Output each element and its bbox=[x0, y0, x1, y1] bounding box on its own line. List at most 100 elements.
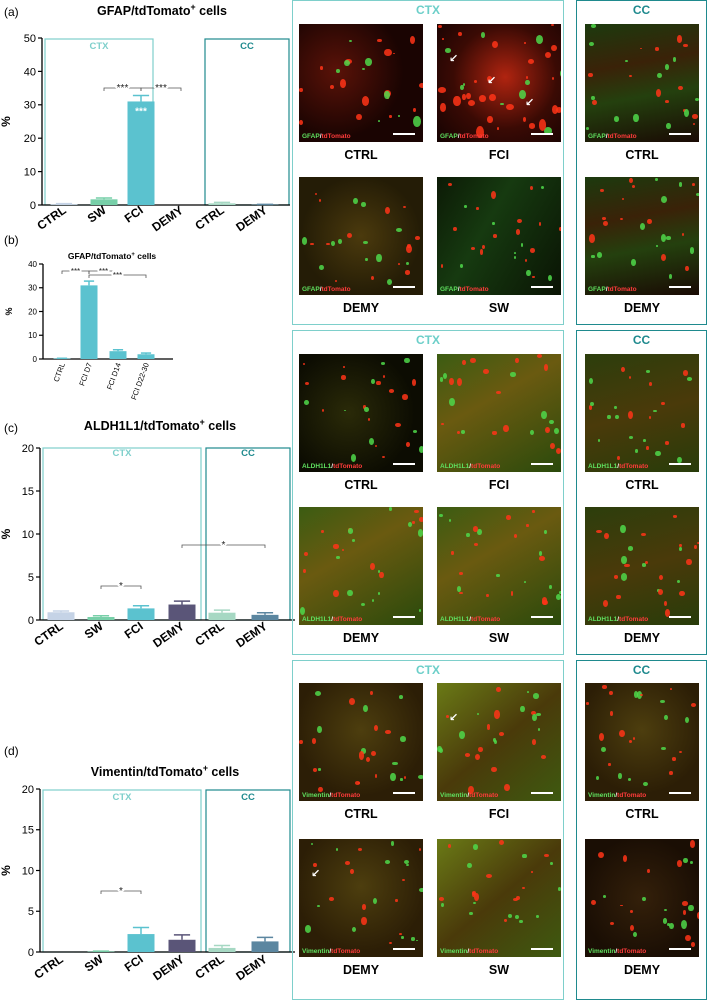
significance-inside-a: *** bbox=[135, 106, 147, 117]
y-tick-label-a: 30 bbox=[24, 100, 36, 112]
micrograph-frame-ctx: CTX bbox=[292, 0, 564, 325]
stain-label: ALDH1L1/tdTomato bbox=[588, 463, 649, 470]
micrograph-frame-ctx: CTX bbox=[292, 330, 564, 655]
arrow-icon: ↙ bbox=[449, 712, 459, 724]
stain-label: Vimentin/tdTomato bbox=[302, 792, 361, 799]
micrograph-caption: CTRL bbox=[344, 148, 378, 162]
scale-bar bbox=[393, 616, 415, 618]
y-tick-label-b: 0 bbox=[33, 355, 38, 364]
micrograph-caption: CTRL bbox=[344, 807, 378, 821]
micrograph-image: Vimentin/tdTomato bbox=[585, 839, 699, 957]
stain-label: GFAP/tdTomato bbox=[440, 133, 489, 140]
micrograph-caption: FCI bbox=[488, 807, 510, 821]
panel-label-a: (a) bbox=[4, 5, 19, 19]
scale-bar bbox=[393, 463, 415, 465]
stain-label: ALDH1L1/tdTomato bbox=[302, 463, 363, 470]
category-label-b-0: CTRL bbox=[52, 362, 67, 383]
micrograph-image: GFAP/tdTomato bbox=[437, 177, 561, 295]
panel-label-c: (c) bbox=[4, 421, 18, 435]
micrograph-caption: FCI bbox=[488, 478, 510, 492]
y-axis-label-a: % bbox=[0, 116, 13, 127]
region-label-c-0: CTX bbox=[113, 448, 133, 459]
scale-bar bbox=[669, 792, 691, 794]
region-frame-c-0 bbox=[42, 447, 202, 621]
significance-bracket-c-0 bbox=[100, 585, 142, 589]
category-label-b-3: FCI D22-30 bbox=[129, 362, 151, 402]
micrograph-region-label: CTX bbox=[416, 663, 440, 677]
y-tick-label-c: 15 bbox=[22, 486, 34, 498]
category-label-d-3: DEMY bbox=[150, 952, 186, 983]
y-tick-label-c: 10 bbox=[22, 529, 34, 541]
y-tick-label-c: 0 bbox=[28, 615, 34, 627]
y-axis-label-b: % bbox=[4, 307, 14, 315]
scale-bar bbox=[531, 948, 553, 950]
scale-bar bbox=[531, 133, 553, 135]
scale-bar bbox=[393, 948, 415, 950]
micrograph-caption: SW bbox=[488, 963, 510, 977]
y-tick-label-d: 15 bbox=[22, 825, 34, 837]
category-label-a-5: DEMY bbox=[233, 203, 269, 234]
arrow-icon: ↙ bbox=[311, 868, 321, 880]
region-frame-a-1 bbox=[204, 38, 290, 206]
micrograph-caption: DEMY bbox=[623, 963, 661, 977]
y-tick-label-a: 50 bbox=[24, 33, 36, 45]
stain-label: GFAP/tdTomato bbox=[302, 286, 351, 293]
micrograph-image: ↙ Vimentin/tdTomato bbox=[437, 683, 561, 801]
micrograph-region-label: CC bbox=[632, 333, 651, 347]
significance-label-b-2: *** bbox=[113, 271, 122, 280]
bar-d-2 bbox=[127, 934, 155, 952]
category-label-c-0: CTRL bbox=[31, 619, 65, 649]
category-label-a-3: DEMY bbox=[149, 203, 185, 234]
micrograph-image: Vimentin/tdTomato bbox=[585, 683, 699, 801]
micrograph-image: Vimentin/tdTomato bbox=[437, 839, 561, 957]
micrograph-caption: FCI bbox=[488, 148, 510, 162]
category-label-b-1: FCI D7 bbox=[77, 362, 94, 387]
significance-label-c-0: * bbox=[119, 581, 123, 592]
y-tick-label-d: 20 bbox=[22, 784, 34, 796]
region-frame-d-0 bbox=[42, 789, 202, 953]
significance-bracket-b-1 bbox=[88, 270, 119, 274]
bar-d-5 bbox=[251, 941, 279, 952]
micrograph-caption: SW bbox=[488, 301, 510, 315]
micrograph-region-label: CC bbox=[632, 663, 651, 677]
bar-a-0 bbox=[50, 204, 78, 205]
significance-bracket-c-1 bbox=[181, 544, 266, 548]
scale-bar bbox=[531, 792, 553, 794]
chart-title-a: GFAP/tdTomato+ cells bbox=[97, 2, 227, 18]
y-tick-label-b: 10 bbox=[28, 331, 37, 340]
category-label-d-0: CTRL bbox=[31, 952, 65, 982]
micrograph-caption: DEMY bbox=[623, 301, 661, 315]
bar-c-1 bbox=[87, 616, 115, 620]
bar-a-1 bbox=[90, 199, 118, 205]
y-tick-label-b: 20 bbox=[28, 307, 37, 316]
y-tick-label-c: 5 bbox=[28, 572, 34, 584]
scale-bar bbox=[393, 286, 415, 288]
y-tick-label-a: 40 bbox=[24, 66, 36, 78]
significance-label-d-0: * bbox=[119, 886, 123, 897]
significance-label-a-1: *** bbox=[155, 83, 167, 94]
category-label-c-2: FCI bbox=[122, 619, 146, 642]
arrow-icon: ↙ bbox=[487, 75, 497, 87]
y-tick-label-a: 10 bbox=[24, 166, 36, 178]
category-label-d-5: DEMY bbox=[233, 952, 269, 983]
stain-label: Vimentin/tdTomato bbox=[588, 792, 647, 799]
category-label-a-4: CTRL bbox=[192, 203, 226, 233]
scale-bar bbox=[531, 463, 553, 465]
chart-title-c: ALDH1L1/tdTomato+ cells bbox=[84, 417, 236, 433]
stain-label: ALDH1L1/tdTomato bbox=[588, 616, 649, 623]
category-label-c-4: CTRL bbox=[192, 619, 226, 649]
y-axis-label-c: % bbox=[0, 528, 13, 539]
chart-title-d: Vimentin/tdTomato+ cells bbox=[91, 763, 239, 779]
scale-bar bbox=[669, 286, 691, 288]
scale-bar bbox=[393, 133, 415, 135]
bar-b-3 bbox=[137, 354, 155, 359]
micrograph-caption: DEMY bbox=[342, 301, 380, 315]
bar-a-4 bbox=[208, 203, 236, 205]
micrograph-caption: CTRL bbox=[625, 807, 659, 821]
micrograph-caption: SW bbox=[488, 631, 510, 645]
stain-label: GFAP/tdTomato bbox=[588, 286, 637, 293]
bar-c-0 bbox=[47, 612, 75, 620]
micrograph-image: GFAP/tdTomato bbox=[585, 24, 699, 142]
micrograph-image: GFAP/tdTomato bbox=[585, 177, 699, 295]
micrograph-image: ↙ Vimentin/tdTomato bbox=[299, 839, 423, 957]
